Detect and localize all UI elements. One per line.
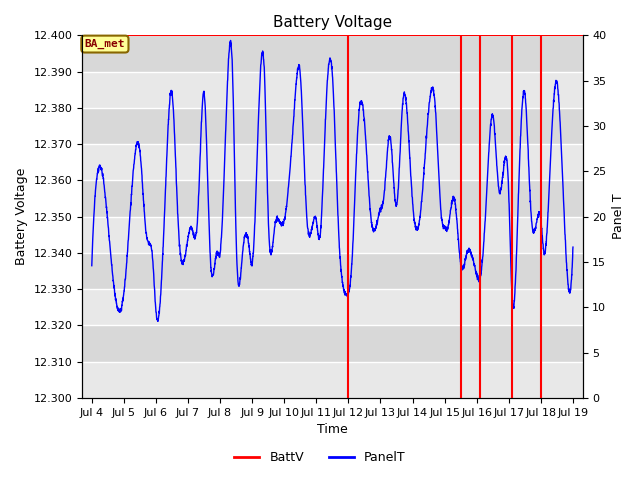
Bar [82, 216, 582, 253]
Bar [82, 36, 582, 72]
Y-axis label: Battery Voltage: Battery Voltage [15, 168, 28, 265]
X-axis label: Time: Time [317, 423, 348, 436]
Bar [82, 361, 582, 398]
Bar [82, 289, 582, 325]
Y-axis label: Panel T: Panel T [612, 194, 625, 240]
Title: Battery Voltage: Battery Voltage [273, 15, 392, 30]
Bar [82, 253, 582, 289]
Bar [82, 325, 582, 361]
Text: BA_met: BA_met [84, 39, 125, 49]
Bar [82, 144, 582, 180]
Legend: BattV, PanelT: BattV, PanelT [229, 446, 411, 469]
Bar [82, 108, 582, 144]
Bar [82, 180, 582, 216]
Bar [82, 72, 582, 108]
